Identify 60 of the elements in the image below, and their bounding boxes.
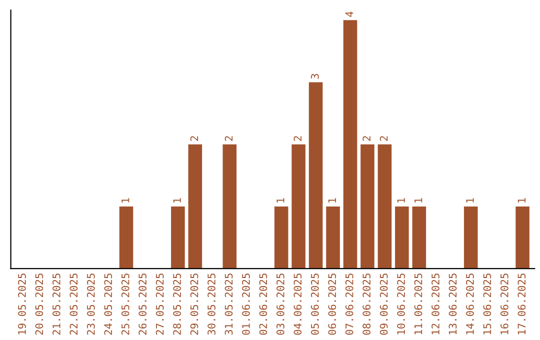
x-tick-label: 08.06.2025 [362,274,371,335]
x-tick-label: 12.06.2025 [432,274,440,334]
bar [188,144,202,269]
x-tick-label: 07.06.2025 [345,274,354,335]
x-tick-label: 17.06.2025 [518,274,526,334]
data-label: 1 [276,198,284,202]
bar [412,206,426,269]
bar [343,20,358,269]
x-tick-label: 15.06.2025 [483,274,492,334]
data-label: 2 [362,136,370,141]
bar [326,206,340,269]
data-label: 2 [190,136,198,141]
data-label: 1 [414,198,422,202]
bar [516,206,530,269]
x-tick-label: 02.06.2025 [259,274,268,335]
data-label: 1 [397,198,405,202]
data-label: 1 [466,198,474,202]
data-label: 4 [346,12,354,17]
x-tick-label: 27.05.2025 [156,274,164,335]
data-label: 1 [518,198,526,202]
x-tick-label: 28.05.2025 [173,274,181,335]
x-tick-label: 13.06.2025 [448,274,457,334]
x-tick-label: 11.06.2025 [414,274,422,334]
bar [222,144,237,269]
bar [464,206,478,269]
x-tick-label: 30.05.2025 [208,274,216,335]
bar [119,206,134,269]
data-label: 1 [122,198,130,202]
x-tick-label: 10.06.2025 [397,274,405,334]
x-tick-label: 14.06.2025 [466,274,474,334]
bar [360,144,374,269]
x-tick-label: 03.06.2025 [276,274,284,335]
data-label: 2 [380,136,388,141]
bar [274,206,288,269]
x-tick-label: 26.05.2025 [138,274,147,335]
x-tick-label: 09.06.2025 [380,274,388,335]
x-tick-label: 31.05.2025 [224,274,233,335]
x-tick-label: 23.05.2025 [86,274,95,335]
x-tick-label: 22.05.2025 [70,274,78,335]
data-label: 2 [224,136,233,141]
bar [378,144,392,269]
x-tick-label: 16.06.2025 [500,274,508,334]
data-label: 1 [328,198,336,202]
x-tick-label: 01.06.2025 [242,274,250,335]
data-label: 2 [294,136,302,141]
data-label: 3 [310,74,319,79]
x-tick-label: 21.05.2025 [52,274,60,335]
bar [308,82,323,269]
x-tick-label: 06.06.2025 [328,274,336,335]
x-tick-label: 19.05.2025 [18,274,26,334]
data-label: 1 [173,198,181,202]
bar [171,206,185,269]
x-tick-label: 20.05.2025 [35,274,44,335]
x-tick-label: 29.05.2025 [190,274,198,335]
x-tick-label: 25.05.2025 [121,274,130,335]
x-tick-label: 24.05.2025 [104,274,112,335]
bar [292,144,306,269]
x-tick-label: 05.06.2025 [310,274,319,335]
bar [395,206,409,269]
x-tick-label: 04.06.2025 [294,274,302,335]
